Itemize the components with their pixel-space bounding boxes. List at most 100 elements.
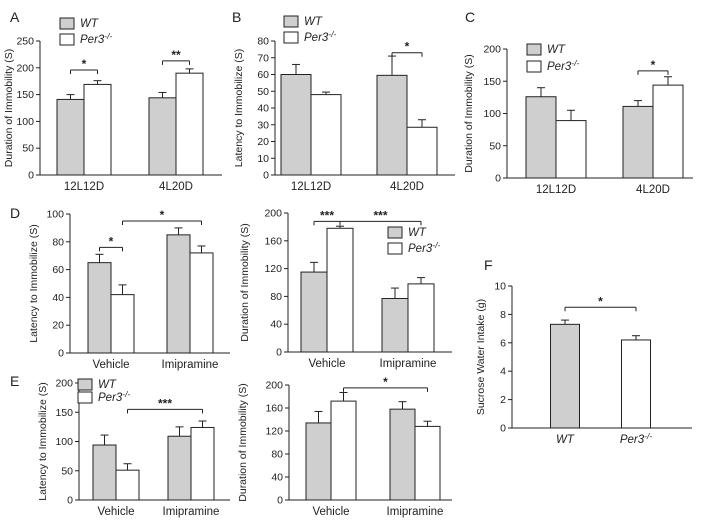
y-tick-label: 6	[500, 337, 506, 349]
significance-marker: **	[171, 48, 181, 62]
bar	[326, 227, 354, 353]
chart-panel-f: F 0 2 4 6 8 10 Sucrose Water Intake (g) WT Per3-/…	[475, 257, 692, 446]
x-category-label: Imipramine	[163, 506, 220, 518]
panel-label: A	[10, 9, 20, 25]
y-tick-label: 2	[500, 394, 506, 406]
legend-label: Per3-/-	[547, 58, 579, 73]
y-tick-label: 200	[265, 380, 283, 392]
legend-swatch	[526, 60, 542, 73]
bar	[189, 252, 214, 354]
y-tick-label: 0	[28, 170, 34, 182]
y-tick-label: 100	[16, 116, 34, 128]
bar	[300, 271, 328, 353]
y-tick-label: 80	[257, 36, 269, 48]
significance-marker: ***	[373, 208, 387, 222]
y-tick-label: 10	[494, 281, 506, 293]
bar	[525, 96, 557, 179]
y-axis-title: Latency to Immobilize (S)	[233, 49, 245, 167]
legend-swatch	[59, 33, 75, 46]
bar	[305, 422, 332, 501]
y-tick-label: 200	[264, 208, 282, 220]
y-tick-label: 70	[257, 52, 269, 64]
bar	[310, 94, 342, 176]
y-tick-label: 150	[16, 89, 34, 101]
chart-panel-d1: D 0 20 40 60 80 100 Latency to Immobilize (S) Ve…	[10, 205, 230, 371]
significance-marker: *	[82, 57, 87, 71]
y-tick-label: 150	[483, 76, 501, 88]
y-tick-label: 100	[46, 209, 64, 221]
significance-marker: *	[405, 40, 410, 54]
y-tick-label: 200	[16, 62, 34, 74]
legend-label: Per3-/-	[98, 389, 130, 404]
x-category-label: 12L12D	[291, 181, 331, 193]
bar	[406, 126, 438, 176]
y-tick-label: 60	[257, 69, 269, 81]
significance-marker: ***	[158, 396, 172, 410]
legend-swatch	[387, 226, 403, 239]
significance-marker: *	[598, 294, 603, 308]
legend-swatch	[59, 17, 75, 30]
chart-panel-b: B 0 10 20 30 40 50 60 70 80 Latency to Immobilize …	[232, 9, 455, 193]
y-tick-label: 8	[500, 309, 506, 321]
y-tick-label: 80	[270, 291, 282, 303]
significance-marker: *	[160, 208, 165, 222]
panel-label: F	[484, 257, 493, 273]
x-category-label: WT	[556, 434, 575, 446]
bar	[376, 74, 408, 176]
y-tick-label: 60	[52, 264, 64, 276]
y-tick-label: 0	[495, 173, 501, 185]
y-tick-label: 10	[257, 153, 269, 165]
y-tick-label: 100	[55, 436, 73, 448]
chart-panel-e1: E 0 50 100 150 200 Latency to Immobilize (S) Ve…	[10, 373, 230, 518]
legend-swatch	[387, 242, 403, 255]
x-category-label: Imipramine	[387, 506, 444, 518]
bar	[280, 74, 312, 176]
legend-label: WT	[547, 44, 566, 56]
y-axis-title: Latency to Immobilize (S)	[28, 224, 40, 342]
y-tick-label: 150	[55, 407, 73, 419]
x-category-label: 4L20D	[159, 181, 193, 193]
x-category-label: 4L20D	[636, 184, 670, 196]
y-axis-title: Duration of Immobility (S)	[239, 223, 251, 341]
significance-marker: *	[651, 58, 656, 72]
y-tick-label: 40	[257, 103, 269, 115]
x-category-label: Vehicle	[308, 358, 345, 370]
x-category-label: Imipramine	[162, 359, 219, 371]
bar	[381, 297, 409, 353]
significance-marker: ***	[320, 208, 334, 222]
panel-label: E	[10, 373, 19, 389]
y-tick-label: 20	[52, 320, 64, 332]
y-tick-label: 200	[55, 378, 73, 390]
y-axis-title: Sucrose Water Intake (g)	[475, 299, 487, 415]
y-tick-label: 200	[483, 44, 501, 56]
bar	[92, 444, 117, 501]
x-category-label: 12L12D	[64, 181, 104, 193]
bar	[407, 283, 435, 353]
bar	[330, 400, 357, 501]
bar	[110, 294, 135, 354]
y-tick-label: 20	[257, 136, 269, 148]
bar	[167, 435, 192, 501]
y-tick-label: 100	[483, 108, 501, 120]
panel-label: D	[10, 205, 20, 221]
bar	[166, 234, 191, 354]
bar	[83, 83, 112, 176]
bar	[622, 105, 654, 179]
bar	[389, 408, 416, 501]
legend-label: WT	[304, 16, 323, 28]
y-tick-label: 0	[263, 170, 269, 182]
chart-panel-c: C 0 50 100 150 200 Duration of Immobility (S) 1…	[463, 9, 693, 196]
y-tick-label: 0	[500, 423, 506, 435]
y-axis-title: Duration of Immobility (S)	[3, 49, 15, 167]
y-axis-title: Duration of Immobility (S)	[237, 383, 249, 501]
x-category-label: Vehicle	[312, 506, 349, 518]
y-tick-label: 4	[500, 366, 506, 378]
bar	[148, 97, 177, 176]
y-tick-label: 0	[67, 495, 73, 507]
y-tick-label: 0	[276, 347, 282, 359]
x-category-label: Imipramine	[380, 358, 437, 370]
legend-swatch	[283, 31, 299, 44]
y-tick-label: 50	[61, 465, 73, 477]
